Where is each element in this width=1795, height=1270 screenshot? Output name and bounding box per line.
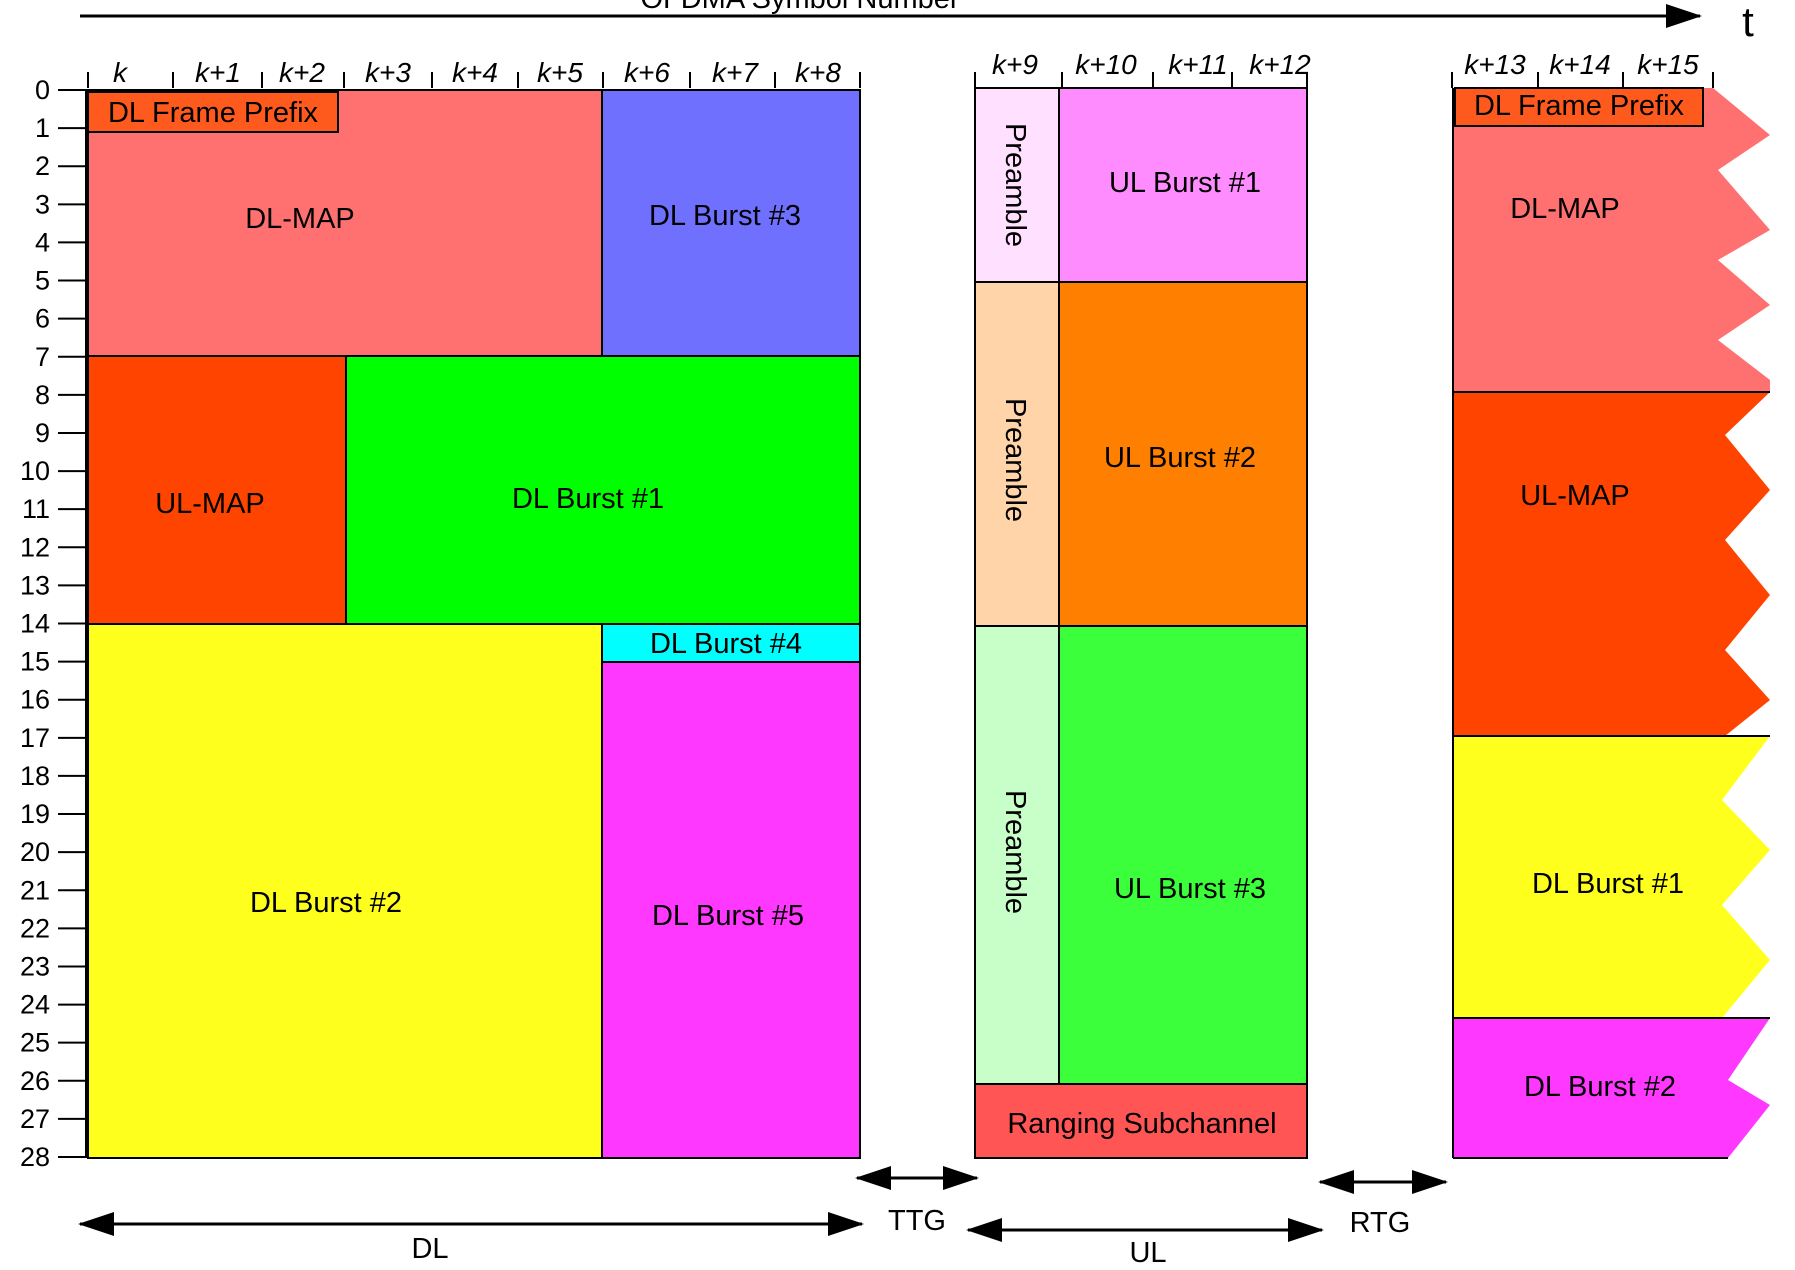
subchannel-tick-label: 1: [35, 113, 50, 143]
rtg-label: RTG: [1350, 1207, 1411, 1239]
subchannel-tick-label: 24: [20, 990, 50, 1020]
ul-map-label: UL-MAP: [155, 488, 265, 520]
subchannel-ticks: 0123456789101112131415161718192021222324…: [20, 75, 88, 1172]
subchannel-tick-label: 20: [20, 837, 50, 867]
subchannel-tick-label: 21: [20, 875, 50, 905]
ul-map-block: [87, 355, 347, 625]
subchannel-tick-label: 23: [20, 951, 50, 981]
ul-preamble2-block: [974, 281, 1060, 627]
col-label: k+7: [712, 57, 759, 88]
col-label: k+6: [624, 57, 670, 88]
subchannel-tick-label: 4: [35, 227, 50, 257]
subchannel-tick-label: 6: [35, 304, 50, 334]
dl-map-label: DL-MAP: [245, 203, 355, 235]
dl-burst4-label: DL Burst #4: [650, 628, 802, 660]
subchannel-tick-label: 8: [35, 380, 50, 410]
ul-preamble3-label: Preamble: [999, 790, 1031, 914]
subchannel-tick-label: 17: [20, 723, 50, 753]
subchannel-tick-label: 22: [20, 913, 50, 943]
col-label: k+4: [452, 57, 498, 88]
dl-burst2-label: DL Burst #2: [250, 887, 402, 919]
subchannel-tick-label: 15: [20, 647, 50, 677]
col-label: k+1: [195, 57, 241, 88]
next-dl-burst2-block: [1453, 1018, 1770, 1158]
dl-map-block: [87, 89, 603, 357]
ul-preamble1-block: [974, 87, 1060, 283]
next-frame-prefix-label: DL Frame Prefix: [1474, 90, 1685, 122]
subchannel-tick-label: 7: [35, 342, 50, 372]
subchannel-tick-label: 28: [20, 1142, 50, 1172]
ul-label: UL: [1129, 1237, 1166, 1265]
subchannel-tick-label: 10: [20, 456, 50, 486]
col-label: k+11: [1168, 49, 1227, 80]
subchannel-tick-label: 9: [35, 418, 50, 448]
subchannel-tick-label: 26: [20, 1066, 50, 1096]
next-dl-map-block: [1453, 88, 1770, 392]
ul-burst2-label: UL Burst #2: [1104, 442, 1256, 474]
dl-burst5-label: DL Burst #5: [652, 900, 804, 932]
dl-burst2-block: [87, 623, 603, 1159]
col-label: k+15: [1637, 49, 1699, 80]
subchannel-tick-label: 25: [20, 1028, 50, 1058]
next-dl-map-label: DL-MAP: [1510, 193, 1620, 225]
next-ul-map-block: [1453, 392, 1770, 736]
ul-burst3-block: [1058, 625, 1308, 1085]
ul-burst1-block: [1058, 87, 1308, 283]
subchannel-tick-label: 18: [20, 761, 50, 791]
ul-burst2-block: [1058, 281, 1308, 627]
next-dl-burst2-label: DL Burst #2: [1524, 1071, 1676, 1103]
ranging-subchannel-block: [974, 1083, 1308, 1159]
subchannel-tick-label: 19: [20, 799, 50, 829]
ttg-label: TTG: [888, 1205, 946, 1237]
dl-frame-prefix-block: [87, 91, 339, 133]
subchannel-tick-label: 5: [35, 266, 50, 296]
col-label: k+9: [992, 49, 1038, 80]
col-label: k+10: [1075, 49, 1137, 80]
subchannel-tick-label: 12: [20, 532, 50, 562]
col-label: k: [113, 57, 129, 88]
subchannel-tick-label: 2: [35, 151, 50, 181]
symbol-column-labels: k k+1 k+2 k+3 k+4 k+5 k+6 k+7 k+8 k+9 k+…: [113, 49, 1699, 88]
dl-subframe: [87, 89, 861, 1159]
col-label: k+14: [1549, 49, 1611, 80]
next-ul-map-label: UL-MAP: [1520, 480, 1630, 512]
subchannel-tick-label: 27: [20, 1104, 50, 1134]
dl-burst3-block: [601, 89, 861, 357]
axis-title: OFDMA Symbol Number: [640, 0, 959, 15]
dl-frame-prefix-label: DL Frame Prefix: [108, 97, 319, 129]
ul-burst3-label: UL Burst #3: [1114, 873, 1266, 905]
time-label: t: [1742, 0, 1754, 45]
col-label: k+13: [1464, 49, 1526, 80]
ul-preamble2-label: Preamble: [999, 398, 1031, 522]
next-dl-burst1-block: [1453, 736, 1770, 1018]
column-tick-marks: [87, 72, 1714, 88]
dl-label: DL: [411, 1233, 448, 1265]
ranging-subchannel-label: Ranging Subchannel: [1007, 1108, 1276, 1140]
subchannel-tick-label: 0: [35, 75, 50, 105]
ul-preamble3-block: [974, 625, 1060, 1085]
next-frame-prefix-block: [1454, 87, 1704, 127]
ul-burst1-label: UL Burst #1: [1109, 167, 1261, 199]
subchannel-tick-label: 13: [20, 570, 50, 600]
ul-subframe: [974, 87, 1308, 1159]
col-label: k+5: [537, 57, 583, 88]
subchannel-tick-label: 3: [35, 189, 50, 219]
dl-burst1-label: DL Burst #1: [512, 483, 664, 515]
dl-burst1-block: [345, 355, 861, 625]
ul-preamble1-label: Preamble: [999, 123, 1031, 247]
col-label: k+3: [365, 57, 411, 88]
dl-burst3-label: DL Burst #3: [649, 200, 801, 232]
col-label: k+2: [279, 57, 325, 88]
dl-burst4-block: [601, 623, 861, 663]
col-label: k+12: [1249, 49, 1311, 80]
next-frame: [1452, 87, 1770, 1159]
dl-burst5-block: [601, 661, 861, 1159]
col-label: k+8: [795, 57, 841, 88]
next-dl-burst1-label: DL Burst #1: [1532, 868, 1684, 900]
subchannel-tick-label: 14: [20, 609, 50, 639]
subchannel-tick-label: 11: [22, 494, 50, 524]
subchannel-tick-label: 16: [20, 685, 50, 715]
